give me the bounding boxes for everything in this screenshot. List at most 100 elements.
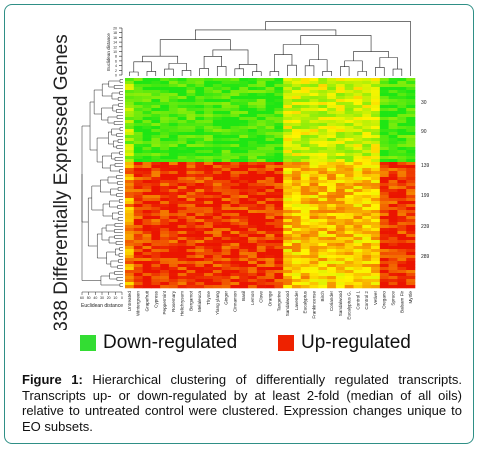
heat-cell xyxy=(309,201,319,205)
heat-cell xyxy=(283,219,293,223)
heat-cell xyxy=(177,276,187,280)
heat-cell xyxy=(327,150,337,154)
heat-cell xyxy=(125,192,135,196)
heat-cell xyxy=(327,147,337,151)
heat-cell xyxy=(230,210,240,214)
heat-cell xyxy=(151,165,161,169)
heat-cell xyxy=(204,117,214,121)
heat-cell xyxy=(379,264,389,268)
heat-cell xyxy=(142,255,152,259)
dendro-branch xyxy=(274,54,293,72)
heat-cell xyxy=(239,201,249,205)
heat-cell xyxy=(362,207,372,211)
heat-cell xyxy=(300,126,310,130)
heat-cell xyxy=(344,90,354,94)
heat-cell xyxy=(362,195,372,199)
heat-cell xyxy=(291,204,302,208)
heat-cell xyxy=(151,159,161,163)
heat-cell xyxy=(256,246,266,250)
heat-cell xyxy=(291,276,302,280)
heat-cell xyxy=(256,249,266,253)
heat-cell xyxy=(168,177,179,181)
heat-cell xyxy=(248,207,258,211)
heat-cell xyxy=(221,249,231,253)
heat-cell xyxy=(239,270,249,274)
heat-cell xyxy=(283,123,293,127)
heat-cell xyxy=(362,234,372,238)
heat-cell xyxy=(362,141,372,145)
heat-cell xyxy=(283,192,293,196)
heat-cell xyxy=(379,123,389,127)
heat-cell xyxy=(160,147,170,151)
heat-cell xyxy=(309,285,319,289)
heat-cell xyxy=(353,141,363,145)
heat-cell xyxy=(327,153,337,157)
heat-cell xyxy=(371,285,381,289)
heat-cell xyxy=(265,249,275,253)
heat-cell xyxy=(221,159,231,163)
heat-cell xyxy=(274,147,284,151)
heat-cell xyxy=(151,180,161,184)
heat-cell xyxy=(177,165,187,169)
heat-cell xyxy=(283,126,293,130)
heat-cell xyxy=(133,249,143,253)
heat-cell xyxy=(133,255,143,259)
heat-cell xyxy=(160,99,170,103)
heat-cell xyxy=(265,84,275,88)
heat-cell xyxy=(204,108,214,112)
heat-cell xyxy=(256,102,266,106)
heat-cell xyxy=(256,255,266,259)
heat-cell xyxy=(406,138,416,142)
dendro-branch xyxy=(119,127,123,131)
heat-cell xyxy=(353,276,363,280)
heat-cell xyxy=(362,237,372,241)
heat-cell xyxy=(212,285,222,289)
heat-cell xyxy=(283,168,293,172)
heat-cell xyxy=(327,285,337,289)
heat-cell xyxy=(309,141,319,145)
heat-cell xyxy=(248,225,258,229)
heat-cell xyxy=(388,132,398,136)
heat-cell xyxy=(300,135,310,139)
heat-cell xyxy=(353,216,363,220)
heat-cell xyxy=(230,285,240,289)
heat-cell xyxy=(335,147,345,151)
column-label: Frankincense xyxy=(311,291,316,319)
heat-cell xyxy=(371,213,381,217)
heat-cell xyxy=(160,204,170,208)
heat-cell xyxy=(256,153,266,157)
heat-cell xyxy=(195,117,205,121)
heat-cell xyxy=(291,219,302,223)
heat-cell xyxy=(379,198,389,202)
heat-cell xyxy=(160,279,170,283)
heat-cell xyxy=(230,180,240,184)
heat-cell xyxy=(344,102,354,106)
heat-cell xyxy=(291,78,302,82)
heat-cell xyxy=(371,264,381,268)
heat-cell xyxy=(371,129,381,133)
heat-cell xyxy=(239,129,249,133)
heat-cell xyxy=(239,168,249,172)
heat-cell xyxy=(371,270,381,274)
heat-cell xyxy=(309,114,319,118)
heat-cell xyxy=(160,264,170,268)
left-scale-tick-label: 20 xyxy=(107,296,111,300)
heat-cell xyxy=(151,105,161,109)
heat-cell xyxy=(239,132,249,136)
heat-cell xyxy=(388,222,398,226)
heat-cell xyxy=(168,96,179,100)
heat-cell xyxy=(142,237,152,241)
heat-cell xyxy=(133,162,143,166)
heat-cell xyxy=(151,93,161,97)
heat-cell xyxy=(406,207,416,211)
heat-cell xyxy=(239,180,249,184)
heat-cell xyxy=(248,282,258,286)
heat-cell xyxy=(221,255,231,259)
heat-cell xyxy=(362,210,372,214)
heat-cell xyxy=(256,93,266,97)
heat-cell xyxy=(353,252,363,256)
heat-cell xyxy=(406,261,416,265)
heat-cell xyxy=(212,195,222,199)
column-label: Bergamot xyxy=(188,290,193,311)
heat-cell xyxy=(221,234,231,238)
